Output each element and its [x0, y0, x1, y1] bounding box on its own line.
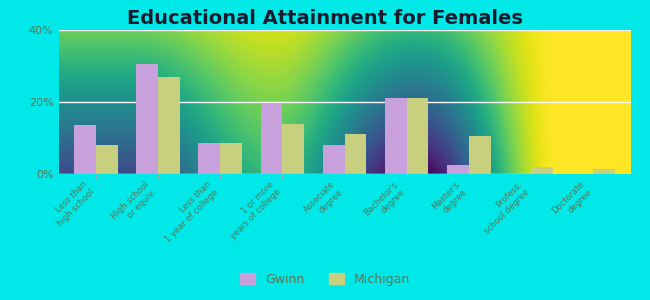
Bar [74, 125, 96, 174]
Bar [198, 143, 220, 174]
Bar [385, 98, 407, 174]
Bar [531, 167, 552, 174]
Text: Less than
1 year of college: Less than 1 year of college [157, 180, 220, 244]
Bar [261, 104, 282, 174]
Bar [344, 134, 366, 174]
Bar [593, 169, 615, 174]
Bar [531, 167, 552, 174]
Bar [158, 77, 180, 174]
Bar [198, 143, 220, 174]
Bar [282, 124, 304, 174]
Bar [282, 124, 304, 174]
Bar [447, 165, 469, 174]
Bar [344, 134, 366, 174]
Bar [220, 143, 242, 174]
Bar [261, 104, 282, 174]
Text: Associate
degree: Associate degree [302, 180, 344, 222]
Bar [220, 143, 242, 174]
Text: Master's
degree: Master's degree [430, 180, 469, 219]
Bar [323, 145, 345, 174]
Bar [96, 145, 118, 174]
Bar [74, 125, 96, 174]
Bar [593, 169, 615, 174]
Text: 1 or more
years of college: 1 or more years of college [221, 180, 282, 241]
Text: High school
or equiv.: High school or equiv. [109, 180, 158, 229]
Text: Profess.
school degree: Profess. school degree [475, 180, 531, 236]
Bar [447, 165, 469, 174]
Text: Educational Attainment for Females: Educational Attainment for Females [127, 9, 523, 28]
Bar [136, 64, 158, 174]
Bar [323, 145, 345, 174]
Bar [158, 77, 180, 174]
Text: Less than
high school: Less than high school [48, 180, 96, 228]
Legend: Gwinn, Michigan: Gwinn, Michigan [235, 268, 415, 291]
Text: Doctorate
degree: Doctorate degree [550, 180, 593, 223]
Bar [469, 136, 491, 174]
Bar [136, 64, 158, 174]
Bar [407, 98, 428, 174]
Text: Bachelor's
degree: Bachelor's degree [362, 180, 407, 225]
Bar [96, 145, 118, 174]
Bar [407, 98, 428, 174]
Bar [385, 98, 407, 174]
Bar [469, 136, 491, 174]
